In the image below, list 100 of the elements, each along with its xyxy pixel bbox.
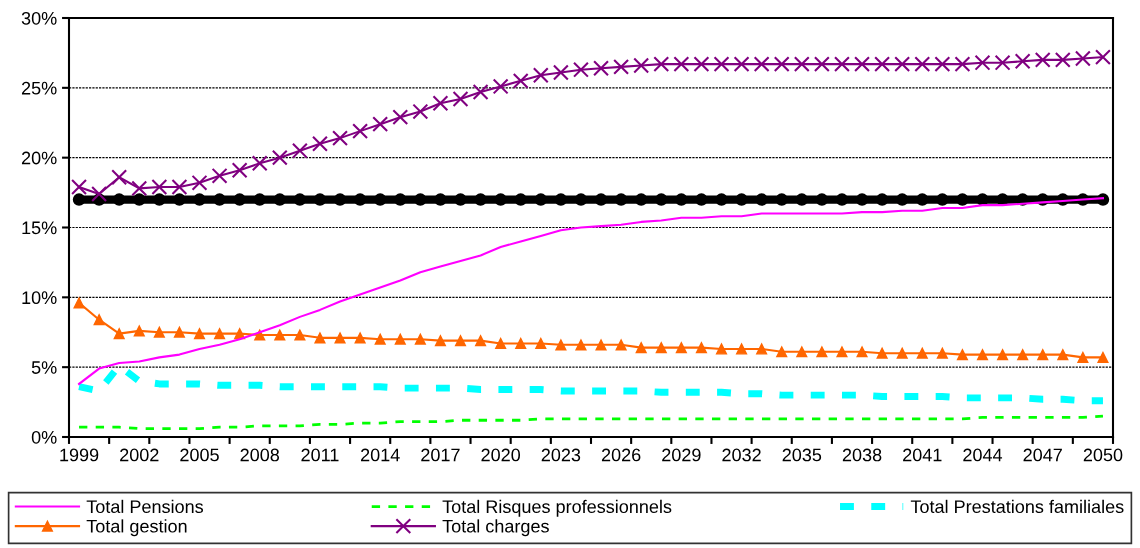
point — [994, 54, 1011, 71]
x-tick-label: 2026 — [601, 448, 641, 462]
point — [454, 193, 467, 206]
point — [813, 56, 830, 73]
point — [273, 193, 287, 206]
point — [914, 56, 931, 73]
point — [1094, 49, 1111, 66]
point — [495, 337, 507, 349]
x-tick-label: 2017 — [421, 448, 460, 462]
point — [1057, 349, 1069, 361]
point — [133, 193, 146, 206]
point — [294, 329, 306, 341]
point — [815, 193, 829, 206]
legend-label: Total gestion — [86, 519, 187, 537]
point — [314, 332, 326, 344]
x-tick-label: 2047 — [1023, 448, 1062, 462]
point — [673, 56, 690, 73]
point — [173, 326, 185, 338]
point — [72, 193, 86, 206]
point — [73, 297, 85, 309]
x-tick-label: 2008 — [240, 448, 280, 462]
point — [333, 193, 347, 206]
point — [432, 95, 449, 112]
point — [773, 56, 790, 73]
point — [334, 332, 346, 344]
point — [916, 347, 928, 359]
point — [214, 328, 226, 340]
point — [655, 342, 667, 354]
x-tick-label: 2011 — [301, 448, 339, 462]
point — [856, 346, 868, 358]
point — [715, 343, 728, 355]
y-tick-label: 0% — [31, 430, 57, 444]
point — [191, 174, 208, 191]
point — [153, 326, 165, 338]
point — [956, 193, 969, 206]
x-tick-label: 2032 — [722, 448, 761, 462]
point — [414, 333, 426, 345]
point — [756, 343, 768, 355]
point — [936, 193, 949, 206]
point — [735, 193, 748, 206]
point — [133, 325, 145, 337]
point — [211, 167, 228, 184]
point — [412, 103, 429, 120]
point — [291, 142, 308, 159]
point — [874, 56, 891, 73]
point — [594, 193, 608, 206]
point — [535, 337, 547, 349]
point — [633, 57, 650, 74]
point — [875, 193, 889, 206]
point — [593, 60, 610, 77]
x-tick-label: 2020 — [481, 448, 521, 462]
point — [372, 116, 389, 133]
point — [675, 193, 688, 206]
point — [836, 346, 848, 358]
point — [795, 193, 809, 206]
point — [373, 193, 387, 206]
point — [552, 64, 569, 81]
legend-label: Total Pensions — [86, 499, 204, 514]
point — [93, 314, 105, 326]
point — [575, 339, 587, 351]
point — [454, 335, 467, 347]
point — [475, 335, 487, 347]
legend-label: Total Prestations familiales — [910, 499, 1124, 514]
point — [693, 56, 710, 73]
x-tick-label: 2044 — [963, 448, 1003, 462]
point — [695, 342, 707, 354]
point — [614, 193, 628, 206]
point — [434, 335, 446, 347]
legend-label: Total Risques professionnels — [442, 499, 672, 517]
point — [976, 349, 989, 361]
point — [514, 193, 527, 206]
point — [71, 179, 88, 195]
point — [151, 179, 168, 195]
point — [997, 349, 1009, 361]
point — [434, 193, 447, 206]
point — [254, 329, 266, 341]
point — [1034, 51, 1051, 68]
line-series — [77, 414, 1105, 431]
y-tick-label: 25% — [21, 81, 57, 95]
point — [755, 193, 768, 206]
point — [91, 186, 108, 202]
point — [251, 155, 268, 172]
y-tick-label: 10% — [22, 291, 57, 305]
point — [352, 123, 369, 140]
x-tick-label: 2023 — [541, 448, 581, 462]
point — [1097, 351, 1109, 363]
y-tick-label: 20% — [21, 151, 57, 165]
point — [655, 193, 668, 206]
point — [653, 56, 670, 73]
point — [854, 56, 871, 73]
point — [274, 329, 286, 341]
legend-label: Total charges — [442, 519, 549, 537]
y-tick-label: 5% — [31, 361, 57, 374]
x-tick-label: 1999 — [60, 448, 99, 462]
point — [173, 193, 186, 206]
point — [974, 54, 991, 71]
point — [354, 332, 366, 344]
x-tick-label: 2038 — [842, 448, 882, 462]
point — [131, 180, 148, 197]
point — [193, 193, 206, 206]
